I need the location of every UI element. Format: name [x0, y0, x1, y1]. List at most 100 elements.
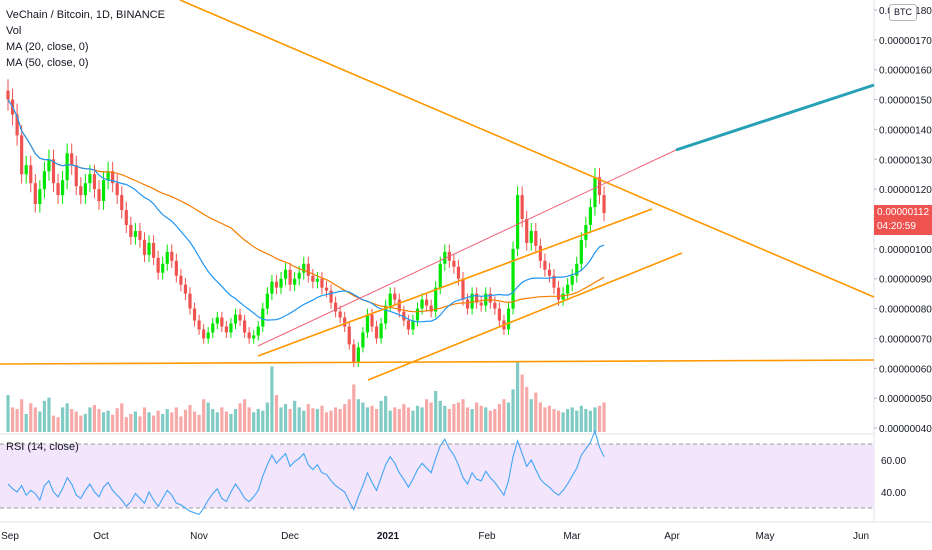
candle-body [42, 171, 46, 190]
candle-body [361, 332, 365, 348]
candle-body [488, 293, 492, 303]
candle-body [170, 251, 174, 261]
candle-body [570, 275, 574, 285]
candle-body [438, 263, 442, 288]
candle-body [315, 278, 319, 282]
volume-bar [497, 404, 501, 432]
volume-bar [74, 411, 78, 432]
price-tick-label: 0.00000050 [879, 394, 932, 405]
candle-body [161, 263, 165, 273]
channel-lower-line[interactable] [367, 252, 683, 381]
volume-bar [165, 409, 169, 432]
candle-body [247, 332, 251, 339]
volume-bar [297, 407, 301, 432]
volume-bar [265, 402, 269, 432]
candle-body [397, 299, 401, 312]
candle-body [97, 189, 101, 202]
volume-bar [256, 409, 260, 432]
volume-bar [233, 409, 238, 432]
candle-body [493, 302, 497, 309]
channel-mid-line[interactable] [257, 208, 653, 357]
volume-bar [320, 405, 324, 432]
volume-bars [6, 362, 606, 432]
time-tick-label: Feb [478, 531, 496, 542]
volume-bar [106, 410, 110, 432]
ma20-line [7, 99, 605, 323]
candle-body [261, 308, 265, 327]
candle-body [133, 230, 137, 237]
volume-bar [156, 410, 160, 432]
candle-body [274, 281, 279, 288]
volume-bar [124, 417, 128, 432]
candle-body [429, 305, 433, 312]
candle-body [343, 317, 347, 327]
volume-bar [597, 405, 602, 432]
legend-ma20[interactable]: MA (20, close, 0) [6, 41, 89, 53]
volume-bar [479, 405, 483, 432]
candle-body [211, 323, 215, 333]
projection-line[interactable] [675, 83, 875, 152]
price-tick-label: 0.00000170 [879, 36, 932, 47]
legend-ma50[interactable]: MA (50, close, 0) [6, 57, 89, 69]
symbol-title[interactable]: VeChain / Bitcoin, 1D, BINANCE [6, 9, 165, 21]
candle-body [329, 290, 333, 303]
volume-bar [283, 404, 288, 432]
volume-bar [152, 415, 156, 432]
descending-trendline[interactable] [179, 0, 875, 298]
candle-body [111, 171, 115, 184]
volume-bar [529, 399, 533, 432]
candle-body [547, 269, 552, 276]
volume-bar [29, 403, 33, 432]
candle-body [152, 242, 156, 258]
candle-body [6, 90, 10, 100]
candle-body [516, 195, 520, 249]
legend-volume[interactable]: Vol [6, 25, 22, 37]
candle-body [47, 159, 51, 172]
horizontal-support-line[interactable] [0, 359, 875, 365]
volume-bar [111, 414, 115, 432]
rsi-legend[interactable]: RSI (14, close) [6, 441, 79, 453]
volume-bar [434, 391, 438, 432]
volume-bar [97, 409, 101, 432]
volume-bar [352, 384, 356, 432]
candle-body [138, 230, 142, 240]
volume-bar [538, 402, 542, 432]
volume-bar [456, 402, 461, 432]
candle-body [220, 317, 224, 327]
candle-body [347, 326, 351, 345]
candle-body [352, 344, 356, 363]
candle-body [425, 299, 429, 306]
candle-body [197, 320, 201, 330]
volume-bar [192, 411, 197, 432]
volume-bar [83, 413, 87, 432]
rsi-tick-label: 60.00 [881, 456, 906, 467]
volume-bar [270, 366, 274, 432]
candle-body [374, 326, 379, 339]
volume-bar [51, 415, 56, 432]
candle-body [215, 317, 219, 324]
candle-body [174, 260, 178, 276]
price-tick-label: 0.00000140 [879, 125, 932, 136]
candle-body [70, 153, 74, 166]
volume-bar [170, 412, 174, 432]
volume-bar [252, 412, 256, 432]
price-tick-label: 0.00000090 [879, 275, 932, 286]
candle-body [79, 186, 83, 196]
currency-badge[interactable]: BTC [889, 4, 917, 21]
candle-body [370, 314, 374, 327]
volume-bar [334, 407, 338, 432]
volume-bar [24, 413, 28, 432]
candle-body [156, 257, 160, 273]
candle-body [147, 242, 151, 255]
candle-body [20, 135, 24, 175]
volume-bar [174, 407, 178, 432]
volume-bar [343, 404, 347, 432]
volume-bar [138, 416, 142, 432]
volume-bar [279, 407, 283, 432]
last-price-value: 0.00000112 [877, 207, 930, 218]
volume-bar [516, 362, 520, 432]
candle-body [265, 293, 269, 309]
candle-body [302, 263, 306, 273]
channel-upper-line[interactable] [257, 149, 677, 347]
